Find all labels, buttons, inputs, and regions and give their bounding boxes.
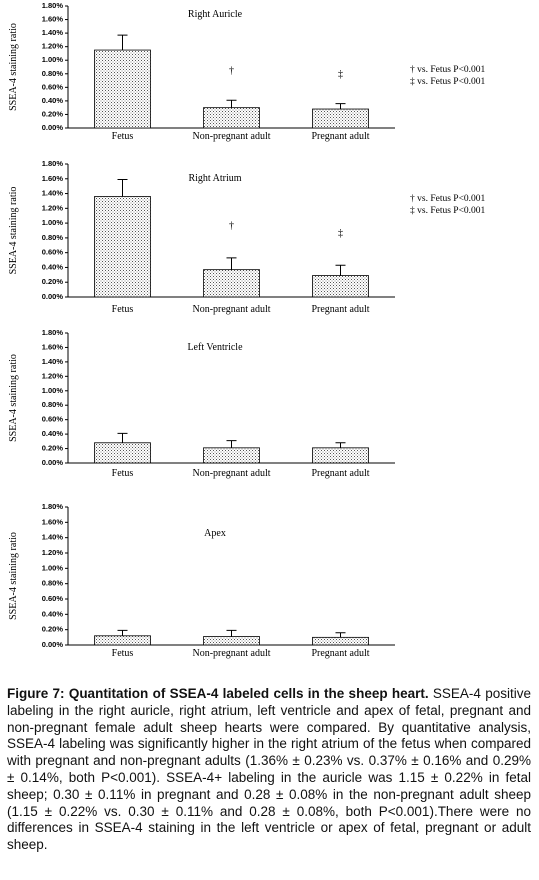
bar	[203, 107, 260, 129]
bar	[203, 447, 260, 464]
y-tick-label: 1.20%	[42, 203, 64, 212]
y-tick-label: 0.20%	[42, 444, 64, 453]
y-tick-label: 1.40%	[42, 189, 64, 198]
y-tick-label: 0.20%	[42, 109, 64, 118]
bar	[203, 636, 260, 646]
error-bar	[226, 440, 237, 448]
x-tick-label: Non-pregnant adult	[192, 468, 270, 479]
bar	[94, 196, 151, 298]
error-bar	[226, 257, 237, 270]
error-bar	[117, 34, 128, 51]
bar	[312, 108, 369, 129]
x-tick-label: Fetus	[112, 648, 134, 659]
bar	[312, 275, 369, 298]
y-tick-label: 0.80%	[42, 233, 64, 242]
error-bar	[226, 99, 237, 108]
chart-title: Right Auricle	[188, 9, 243, 20]
error-bar	[335, 264, 346, 276]
bar	[94, 49, 151, 129]
y-tick-label: 1.40%	[42, 357, 64, 366]
y-tick-label: 0.20%	[42, 277, 64, 286]
y-axis-label: SSEA-4 staining ratio	[8, 23, 19, 111]
y-tick-label: 1.20%	[42, 548, 64, 557]
y-tick-label: 0.40%	[42, 609, 64, 618]
error-bar	[226, 629, 237, 637]
error-bar	[117, 629, 128, 636]
significance-marker: †	[229, 221, 234, 232]
y-tick-label: 0.00%	[42, 458, 64, 467]
y-tick-label: 0.80%	[42, 400, 64, 409]
figure: SSEA-4 staining ratio Right Auricle 0.00% 0…	[8, 1, 486, 659]
error-bar	[335, 442, 346, 448]
y-tick-label: 1.40%	[42, 533, 64, 542]
x-tick-label: Pregnant adult	[311, 304, 369, 315]
x-tick-label: Pregnant adult	[311, 468, 369, 479]
caption: Figure 7: Quantitation of SSEA-4 labeled…	[7, 686, 531, 854]
y-tick-label: 1.60%	[42, 15, 64, 24]
note: ‡ vs. Fetus P<0.001	[410, 206, 486, 216]
x-tick-label: Pregnant adult	[311, 131, 369, 142]
note: † vs. Fetus P<0.001	[410, 65, 486, 75]
y-tick-label: 0.60%	[42, 82, 64, 91]
significance-marker: †	[229, 65, 234, 76]
y-tick-label: 1.20%	[42, 42, 64, 51]
chart-title: Right Atrium	[188, 173, 241, 184]
y-tick-label: 0.00%	[42, 292, 64, 301]
error-bar	[335, 632, 346, 638]
note: † vs. Fetus P<0.001	[410, 194, 486, 204]
bar	[203, 269, 260, 298]
significance-marker: ‡	[338, 69, 343, 80]
y-tick-label: 0.20%	[42, 625, 64, 634]
x-tick-label: Non-pregnant adult	[192, 648, 270, 659]
y-tick-label: 1.80%	[42, 502, 64, 511]
x-tick-label: Non-pregnant adult	[192, 304, 270, 315]
significance-marker: ‡	[338, 228, 343, 239]
y-axis-label: SSEA-4 staining ratio	[8, 354, 19, 442]
y-tick-label: 1.80%	[42, 1, 64, 10]
y-tick-label: 1.40%	[42, 28, 64, 37]
y-tick-label: 0.00%	[42, 123, 64, 132]
y-tick-label: 1.80%	[42, 328, 64, 337]
y-axis-label: SSEA-4 staining ratio	[8, 532, 19, 620]
y-tick-label: 0.40%	[42, 262, 64, 271]
note: ‡ vs. Fetus P<0.001	[410, 77, 486, 87]
x-tick-label: Fetus	[112, 304, 134, 315]
bar	[312, 636, 369, 646]
error-bar	[117, 179, 128, 197]
y-tick-label: 1.00%	[42, 563, 64, 572]
error-bar	[335, 103, 346, 110]
chart-title: Apex	[204, 528, 226, 539]
y-tick-label: 0.60%	[42, 594, 64, 603]
y-tick-label: 1.60%	[42, 517, 64, 526]
caption-text: SSEA-4 positive labeling in the right au…	[7, 686, 531, 853]
x-tick-label: Fetus	[112, 468, 134, 479]
y-tick-label: 0.00%	[42, 640, 64, 649]
y-tick-label: 0.40%	[42, 96, 64, 105]
x-tick-label: Fetus	[112, 131, 134, 142]
y-tick-label: 1.00%	[42, 218, 64, 227]
y-tick-label: 0.80%	[42, 69, 64, 78]
bar	[312, 447, 369, 464]
bar	[94, 442, 151, 464]
y-tick-label: 1.60%	[42, 174, 64, 183]
y-tick-label: 1.60%	[42, 342, 64, 351]
bar	[94, 635, 151, 646]
error-bar	[117, 432, 128, 443]
chart-title: Left Ventricle	[187, 342, 243, 353]
y-tick-label: 1.00%	[42, 386, 64, 395]
y-tick-label: 1.80%	[42, 159, 64, 168]
y-tick-label: 1.20%	[42, 371, 64, 380]
x-tick-label: Non-pregnant adult	[192, 131, 270, 142]
y-tick-label: 1.00%	[42, 55, 64, 64]
y-axis-label: SSEA-4 staining ratio	[8, 187, 19, 275]
y-tick-label: 0.60%	[42, 415, 64, 424]
y-tick-label: 0.40%	[42, 429, 64, 438]
y-tick-label: 0.60%	[42, 248, 64, 257]
caption-label: Figure 7: Quantitation of SSEA-4 labeled…	[7, 686, 429, 701]
x-tick-label: Pregnant adult	[311, 648, 369, 659]
y-tick-label: 0.80%	[42, 579, 64, 588]
